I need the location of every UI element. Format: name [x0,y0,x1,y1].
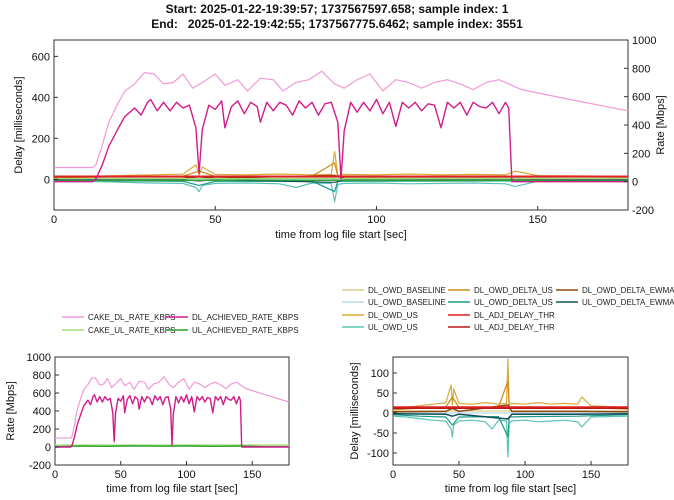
top-xtick-label: 150 [529,214,547,226]
top-left-ytick-label: 600 [32,51,50,63]
top-xtick-label: 50 [209,214,221,226]
top-series-dl-owd-us [53,151,629,178]
top-xtick-label: 100 [367,214,385,226]
top-right-ytick-label: 1000 [632,35,656,47]
top-xtick-label: 0 [51,214,57,226]
bottom-left-x-axis-label: time from log file start [sec] [106,483,237,495]
bottom-left-plot-frame [54,356,290,466]
bottom-right-x-axis-label: time from log file start [sec] [445,483,576,495]
top-series-ul-owd-delta-us [53,179,629,193]
bottom-left-xtick-label: 50 [115,469,127,481]
bottom-left-ytick-label: 0 [45,442,51,454]
bottom-right-xtick-label: 100 [516,469,534,481]
bottom-left-y-axis-label: Rate [Mbps] [5,381,17,440]
top-left-ytick-label: 200 [32,133,50,145]
legend-right-ul-owd-delta-us-label: UL_OWD_DELTA_US [474,298,553,307]
bottom-right-series-ul-owd-us [392,415,629,458]
top-series-ul-achieved-rate-kbps [53,179,628,182]
bottom-right-xtick-label: 150 [582,469,600,481]
legend-right-ul-owd-baseline-label: UL_OWD_BASELINE [368,298,446,307]
bottom-right-series-ul-owd-delta-us [392,414,629,438]
top-y-axis-label-right: Rate [Mbps] [655,95,667,154]
bottom-left-xtick-label: 150 [243,469,261,481]
legend-right-ul-adj-delay-thr-label: UL_ADJ_DELAY_THR [474,323,555,332]
bottom-left-ytick-label: 800 [33,370,51,382]
top-right-ytick-label: -200 [632,205,654,217]
legend-right-dl-owd-baseline-label: DL_OWD_BASELINE [368,286,446,295]
bottom-right-xtick-label: 50 [453,469,465,481]
bottom-left-ytick-label: 600 [33,388,51,400]
legend-left-cake-ul-rate-kbps-label: CAKE_UL_RATE_KBPS [88,326,175,335]
bottom-left-xtick-label: 0 [52,469,58,481]
bottom-left-ytick-label: 1000 [27,352,51,364]
bottom-left-ytick-label: 400 [33,406,51,418]
bottom-right-ytick-label: 0 [383,408,389,420]
legend-right-ul-owd-us-label: UL_OWD_US [368,323,418,332]
top-x-axis-label: time from log file start [sec] [275,229,406,241]
top-right-ytick-label: 0 [632,177,638,189]
bottom-right-series-dl-owd-us [392,358,629,409]
bottom-left-series-cake-dl-rate-kbps [55,376,290,439]
top-left-ytick-label: 0 [44,174,50,186]
bottom-left-series-dl-achieved-rate-kbps [55,394,289,448]
top-right-ytick-label: 600 [632,92,650,104]
bottom-right-ytick-label: 50 [377,388,389,400]
legend-right-ul-owd-delta-ewma-us-label: UL_OWD_DELTA_EWMA_US [582,298,674,307]
chart-title-start: Start: 2025-01-22-19:39:57; 1737567597.6… [165,2,509,16]
chart-title-end: End: 2025-01-22-19:42:55; 1737567775.646… [151,17,523,31]
bottom-right-y-axis-label: Delay [milliseconds] [349,362,361,459]
top-left-ytick-label: 400 [32,92,50,104]
bottom-left-ytick-label: -200 [29,460,51,472]
bottom-right-xtick-label: 0 [390,469,396,481]
legend-right-dl-owd-us-label: DL_OWD_US [368,311,418,320]
legend-left-dl-achieved-rate-kbps-label: DL_ACHIEVED_RATE_KBPS [192,313,299,322]
bottom-right-ytick-label: -100 [367,448,389,460]
top-right-ytick-label: 200 [632,148,650,160]
top-right-ytick-label: 800 [632,63,650,75]
legend-right-dl-owd-delta-us-label: DL_OWD_DELTA_US [474,286,553,295]
top-y-axis-label-left: Delay [milliseconds] [13,76,25,173]
top-series-cake-dl-rate-kbps [54,70,629,169]
bottom-right-ytick-label: 100 [371,368,389,380]
legend-left-ul-achieved-rate-kbps-label: UL_ACHIEVED_RATE_KBPS [192,326,299,335]
legend-left-cake-dl-rate-kbps-label: CAKE_DL_RATE_KBPS [88,313,175,322]
top-right-ytick-label: 400 [632,120,650,132]
bottom-left-xtick-label: 100 [177,469,195,481]
legend-right-dl-adj-delay-thr-label: DL_ADJ_DELAY_THR [474,311,555,320]
bottom-left-ytick-label: 200 [33,424,51,436]
legend-right-dl-owd-delta-ewma-us-label: DL_OWD_DELTA_EWMA_US [582,286,674,295]
top-series-ul-owd-us [53,180,629,203]
bottom-right-ytick-label: -50 [373,428,389,440]
top-series-dl-achieved-rate-kbps [54,98,628,183]
bottom-right-series-ul-owd-delta-ewma-us [392,413,629,420]
